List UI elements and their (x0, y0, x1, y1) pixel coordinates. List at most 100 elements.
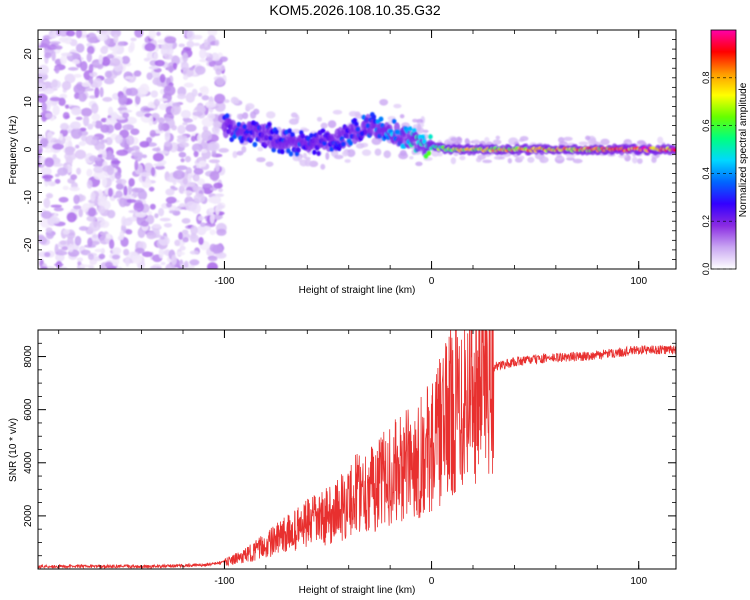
noise-cell (175, 251, 186, 256)
noise-cell (98, 253, 106, 260)
ridge-halo-cell (459, 155, 466, 161)
noise-cell (78, 141, 86, 147)
noise-cell (153, 163, 165, 167)
noise-cell (208, 159, 220, 164)
noise-cell (186, 30, 195, 41)
noise-cell (208, 256, 218, 262)
noise-cell (102, 45, 109, 50)
noise-cell (64, 135, 72, 141)
noise-cell (121, 178, 126, 186)
noise-cell (50, 204, 62, 208)
noise-cell (59, 55, 67, 65)
ridge-halo-cell (416, 123, 422, 132)
noise-cell (176, 93, 186, 100)
snr-background (38, 330, 676, 569)
noise-cell (88, 63, 94, 74)
noise-cell (159, 217, 171, 222)
ridge-halo-cell (348, 110, 358, 117)
ridge-cell (407, 125, 413, 132)
noise-cell (75, 30, 83, 39)
noise-cell (114, 172, 122, 180)
noise-cell (107, 150, 113, 157)
noise-cell (57, 167, 68, 176)
noise-cell (123, 185, 128, 197)
noise-cell (203, 39, 209, 48)
noise-cell (124, 116, 137, 125)
noise-cell (112, 44, 118, 55)
noise-cell (101, 56, 111, 67)
ridge-cell (348, 140, 353, 146)
noise-cell (119, 230, 125, 241)
ridge-halo-cell (618, 154, 628, 159)
noise-cell (52, 154, 57, 160)
noise-cell (211, 125, 220, 134)
ridge-halo-cell (539, 156, 549, 164)
ridge-halo-cell (578, 141, 589, 146)
noise-cell (164, 36, 177, 44)
spectrogram-frame (37, 29, 677, 270)
ridge-cell (378, 116, 384, 122)
spectrogram-y-tick-label: -10 (23, 190, 34, 205)
noise-cell (182, 74, 189, 81)
noise-cell (103, 77, 115, 85)
noise-cell (183, 118, 193, 123)
noise-cell (218, 147, 230, 153)
noise-cell (121, 109, 133, 113)
noise-cell (45, 112, 53, 119)
noise-cell (91, 113, 101, 121)
noise-cell (127, 87, 139, 97)
noise-cell (214, 93, 226, 104)
noise-cell (105, 117, 117, 126)
ridge-halo-cell (256, 157, 266, 163)
noise-cell (130, 37, 137, 42)
noise-cell (94, 248, 104, 253)
noise-cell (133, 70, 142, 77)
noise-cell (199, 86, 208, 92)
ridge-halo-cell (519, 136, 529, 142)
noise-cell (215, 252, 227, 259)
noise-cell (43, 149, 54, 153)
noise-cell (79, 127, 87, 132)
noise-cell (78, 226, 89, 231)
ridge-halo-cell (257, 146, 264, 152)
noise-cell (124, 76, 134, 80)
noise-cell (58, 248, 63, 253)
noise-cell (101, 195, 107, 207)
noise-cell (163, 249, 169, 255)
noise-cell (70, 127, 83, 139)
spectrogram-x-tick-label: 0 (429, 276, 435, 287)
noise-cell (199, 48, 207, 59)
noise-cell (70, 121, 81, 130)
ridge-halo-cell (236, 113, 242, 120)
ridge-cell (242, 124, 248, 130)
colorbar (710, 29, 737, 270)
noise-cell (125, 229, 133, 235)
noise-cell (141, 251, 153, 258)
noise-cell (64, 73, 76, 84)
noise-cell (48, 216, 61, 225)
snr-y-label: SNR (10 * v/v) (8, 418, 19, 482)
noise-cell (201, 117, 214, 127)
noise-cell (94, 87, 100, 99)
noise-cell (166, 202, 173, 208)
noise-cell (186, 40, 195, 48)
snr-x-tick-label: -100 (214, 576, 234, 587)
spectrogram-x-tick-label: -100 (214, 276, 234, 287)
noise-cell (140, 220, 149, 227)
noise-cell (39, 266, 48, 269)
ridge-halo-cell (495, 135, 501, 140)
ridge-halo-cell (572, 158, 583, 164)
noise-cell (78, 92, 87, 102)
noise-cell (163, 222, 173, 228)
noise-cell (187, 172, 192, 184)
colorbar-tick-label: 0.8 (701, 72, 711, 85)
noise-cell (214, 39, 220, 47)
colorbar-label: Normalized spectral amplitude (738, 82, 749, 217)
ridge-halo-cell (657, 136, 664, 144)
noise-cell (157, 98, 168, 102)
spectrogram-y-tick-label: 0 (23, 146, 34, 152)
noise-cell (86, 215, 97, 222)
noise-cell (111, 160, 121, 165)
noise-cell (212, 57, 220, 61)
noise-cell (131, 145, 140, 151)
